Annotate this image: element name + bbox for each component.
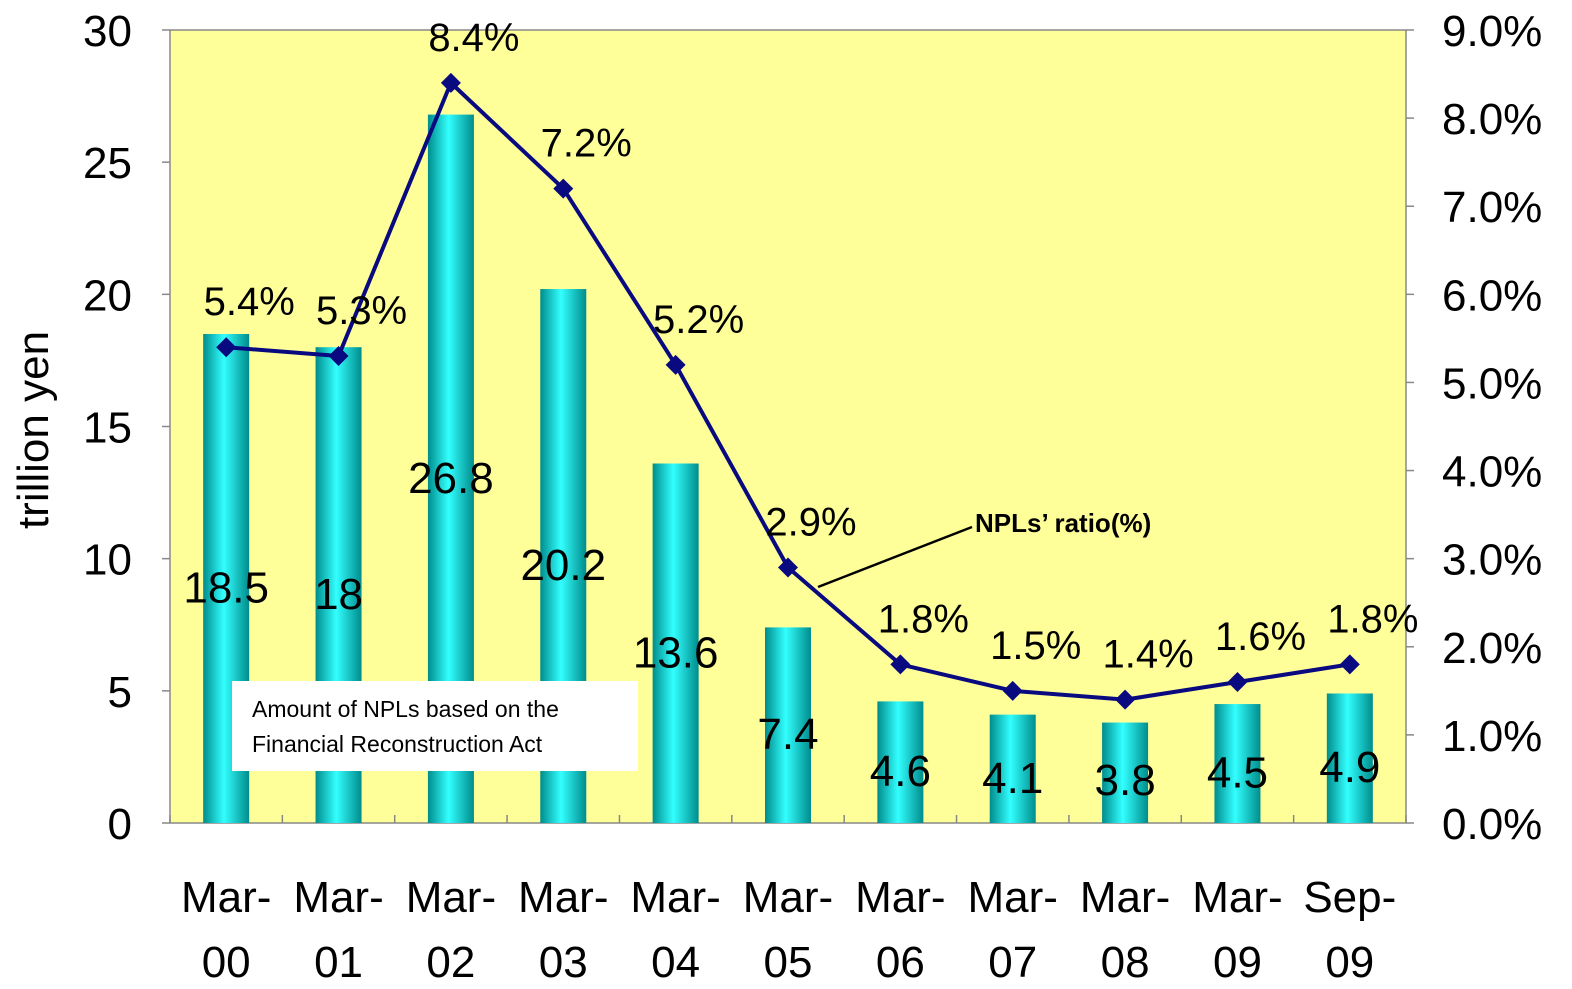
y2-tick-label: 7.0% bbox=[1442, 183, 1542, 232]
bar-Mar-07 bbox=[989, 714, 1036, 823]
ratio-label-Mar-02: 8.4% bbox=[428, 16, 519, 60]
x-tick-label-Mar-01: Mar-01 bbox=[293, 873, 383, 987]
x-tick-label-Mar-08: Mar-08 bbox=[1080, 873, 1170, 987]
ratio-label-Mar-03: 7.2% bbox=[541, 122, 632, 166]
callout-label: NPLs’ ratio(%) bbox=[975, 508, 1151, 538]
bar-label-Mar-03: 20.2 bbox=[520, 541, 606, 590]
ratio-point-Mar-09 bbox=[1227, 672, 1248, 693]
bar-Mar-06 bbox=[877, 701, 924, 823]
ratio-label-Sep-09: 1.8% bbox=[1327, 597, 1418, 641]
ratio-label-Mar-00: 5.4% bbox=[204, 280, 295, 324]
bar-Mar-04 bbox=[652, 463, 699, 823]
x-tick-label-Mar-00: Mar-00 bbox=[181, 873, 271, 987]
y2-tick-label: 8.0% bbox=[1442, 95, 1542, 144]
y-tick-label: 0 bbox=[108, 800, 132, 849]
ratio-label-Mar-06: 1.8% bbox=[878, 597, 969, 641]
x-tick-label-Mar-07: Mar-07 bbox=[968, 873, 1058, 987]
x-tick-label-Sep-09: Sep-09 bbox=[1303, 873, 1396, 987]
bar-label-Mar-07: 4.1 bbox=[982, 754, 1043, 803]
ratio-point-Sep-09 bbox=[1339, 654, 1360, 675]
callout-leader bbox=[817, 525, 973, 589]
x-tick-label-Mar-02: Mar-02 bbox=[406, 873, 496, 987]
y-axis-label: trillion yen bbox=[9, 331, 58, 529]
bar-Mar-05 bbox=[765, 627, 811, 823]
ratio-point-Mar-05 bbox=[778, 557, 798, 578]
y-tick-label: 30 bbox=[83, 7, 132, 56]
x-tick-label-Mar-05: Mar-05 bbox=[743, 873, 833, 987]
bar-Sep-09 bbox=[1326, 693, 1373, 823]
ratio-point-Mar-02 bbox=[440, 72, 461, 93]
line-callout: NPLs’ ratio(%) bbox=[817, 508, 1151, 589]
bar-label-Mar-08: 3.8 bbox=[1095, 756, 1156, 805]
x-tick-label-Mar-04: Mar-04 bbox=[630, 873, 720, 987]
bar-label-Mar-06: 4.6 bbox=[870, 747, 931, 796]
y2-tick-label: 5.0% bbox=[1442, 359, 1542, 408]
y-tick-label: 5 bbox=[108, 668, 132, 717]
ratio-point-Mar-00 bbox=[216, 337, 237, 358]
y-tick-label: 25 bbox=[83, 139, 132, 188]
y2-tick-label: 0.0% bbox=[1442, 800, 1542, 849]
y2-tick-label: 3.0% bbox=[1442, 536, 1542, 585]
y2-tick-label: 4.0% bbox=[1442, 448, 1542, 497]
y-tick-label: 15 bbox=[83, 404, 132, 453]
bar-label-Mar-05: 7.4 bbox=[757, 710, 818, 759]
bar-label-Mar-02: 26.8 bbox=[408, 454, 494, 503]
ratio-point-Mar-08 bbox=[1115, 689, 1136, 710]
legend-bar-label-line1: Amount of NPLs based on the bbox=[252, 696, 559, 722]
ratio-label-Mar-04: 5.2% bbox=[653, 298, 744, 342]
ratio-point-Mar-04 bbox=[665, 354, 686, 375]
ratio-label-Mar-05: 2.9% bbox=[765, 500, 856, 544]
ratio-label-Mar-09: 1.6% bbox=[1215, 615, 1306, 659]
legend-bar-label-line2: Financial Reconstruction Act bbox=[252, 731, 543, 757]
bar-label-Mar-09: 4.5 bbox=[1207, 749, 1268, 798]
y-tick-label: 20 bbox=[83, 271, 132, 320]
ratio-point-Mar-03 bbox=[553, 178, 574, 199]
bar-label-Sep-09: 4.9 bbox=[1319, 743, 1380, 792]
ratio-label-Mar-01: 5.3% bbox=[316, 289, 407, 333]
x-tick-label-Mar-06: Mar-06 bbox=[855, 873, 945, 987]
bar-label-Mar-01: 18 bbox=[314, 570, 363, 619]
bar-Mar-08 bbox=[1102, 722, 1149, 823]
ratio-point-Mar-06 bbox=[890, 654, 911, 675]
bar-label-Mar-04: 13.6 bbox=[633, 628, 719, 677]
y2-tick-label: 1.0% bbox=[1442, 712, 1542, 761]
ratio-label-Mar-08: 1.4% bbox=[1103, 633, 1194, 677]
y2-tick-label: 6.0% bbox=[1442, 271, 1542, 320]
x-tick-label-Mar-03: Mar-03 bbox=[518, 873, 608, 987]
ratio-point-Mar-07 bbox=[1002, 680, 1023, 701]
legend-box: Amount of NPLs based on the Financial Re… bbox=[232, 681, 638, 771]
ratio-point-Mar-01 bbox=[328, 346, 349, 367]
x-tick-label-Mar-09: Mar-09 bbox=[1192, 873, 1282, 987]
y-tick-label: 10 bbox=[83, 536, 132, 585]
ratio-label-Mar-07: 1.5% bbox=[990, 624, 1081, 668]
bar-label-Mar-00: 18.5 bbox=[183, 563, 269, 612]
y2-tick-label: 2.0% bbox=[1442, 624, 1542, 673]
bar-Mar-09 bbox=[1214, 704, 1261, 823]
y2-tick-label: 9.0% bbox=[1442, 7, 1542, 56]
